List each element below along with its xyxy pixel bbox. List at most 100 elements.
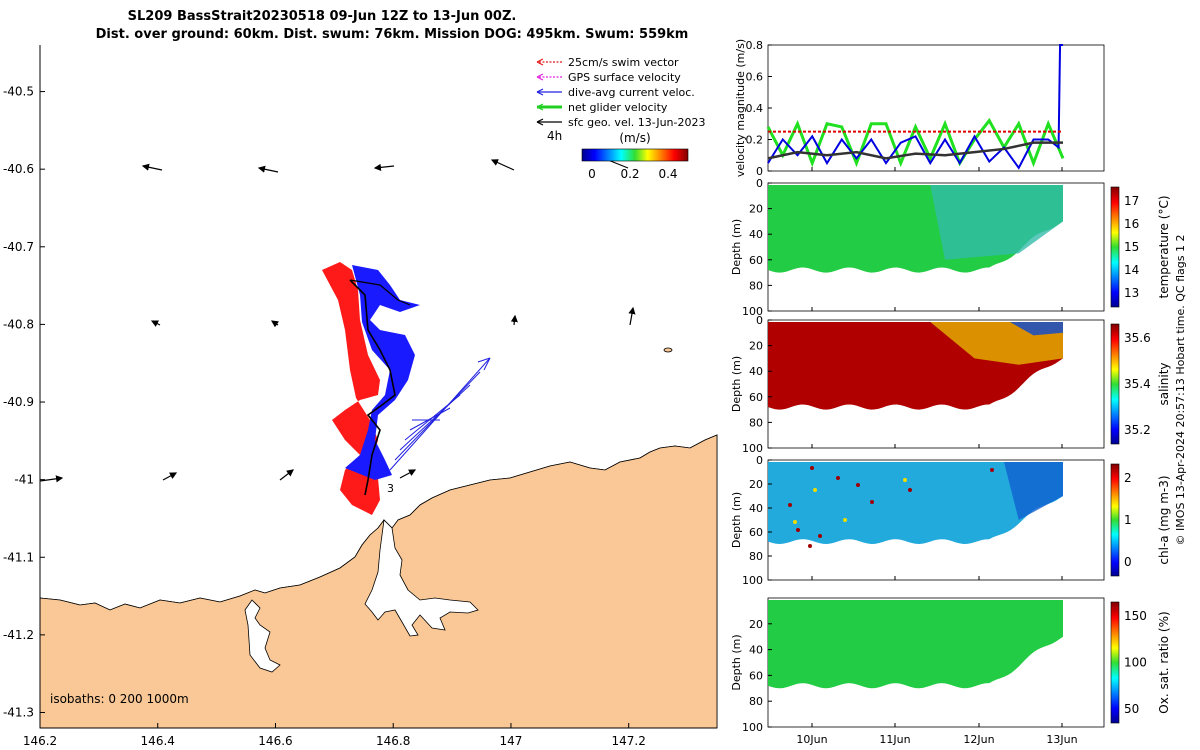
- section-y-tick-label: 80: [749, 550, 763, 563]
- chart-title: SL209 BassStrait20230518 09-Jun 12Z to 1…: [128, 9, 517, 24]
- colorbar-tick-label: 1: [1124, 513, 1132, 527]
- map-y-tick-label: -40.8: [3, 317, 34, 331]
- section-y-tick-label: 60: [749, 669, 763, 682]
- section-colorbar-label: Ox. sat. ratio (%): [1157, 611, 1171, 713]
- section-ylabel: Depth (m): [730, 634, 743, 690]
- colorbar-tick-label: 16: [1124, 217, 1139, 231]
- chl-high-point: [856, 483, 860, 487]
- section-colorbar: [1110, 323, 1120, 445]
- colorbar-tick-label: 15: [1124, 240, 1139, 254]
- legend-arrowhead: [536, 73, 544, 81]
- chl-high-point: [788, 503, 792, 507]
- section-colorbar: [1110, 186, 1120, 308]
- section-colorbar: [1110, 601, 1120, 724]
- map-y-tick-label: -40.9: [3, 395, 34, 409]
- map-panel: 3 146.2 146.4 146.6 146.8 147 147.2 -40.5-40.…: [3, 45, 718, 748]
- estuary-west: [244, 599, 281, 673]
- section-y-tick-label: 60: [749, 254, 763, 267]
- chl-high-point: [810, 466, 814, 470]
- small-island: [663, 347, 673, 353]
- isobaths-label: isobaths: 0 200 1000m: [50, 692, 189, 706]
- chl-high-point: [870, 500, 874, 504]
- map-x-ticks: 146.2 146.4 146.6 146.8 147 147.2: [23, 723, 646, 748]
- date-tick-label: 12Jun: [963, 733, 994, 746]
- map-x-tick-label: 146.2: [23, 734, 57, 748]
- chl-high-point: [796, 528, 800, 532]
- geo-velocity-arrows: [39, 159, 636, 483]
- section-y-tick-label: 0: [756, 177, 763, 190]
- section-colorbar-label: chl-a (mg m-3): [1157, 475, 1171, 564]
- date-tick-label: 11Jun: [879, 733, 910, 746]
- velocity-series-line: [767, 141, 1063, 160]
- legend-label: dive-avg current veloc.: [568, 86, 695, 99]
- colorbar-tick-label: 50: [1124, 702, 1139, 716]
- section-ylabel: Depth (m): [730, 356, 743, 412]
- map-x-tick-label: 146.8: [376, 734, 410, 748]
- chl-high-point: [793, 520, 797, 524]
- colorbar-tick-label: 2: [1124, 471, 1132, 485]
- legend-arrowhead: [536, 88, 544, 96]
- map-colorbar-ticks: 0 0.2 0.4: [588, 167, 677, 181]
- chl-high-point: [903, 478, 907, 482]
- map-y-tick-label: -41: [14, 473, 34, 487]
- section-colorbar-label: salinity: [1157, 362, 1171, 405]
- glider-track: [322, 262, 420, 515]
- colorbar-tick-label: 14: [1124, 263, 1139, 277]
- estuary: [364, 519, 479, 637]
- colorbar-tick-label: 13: [1124, 286, 1139, 300]
- velocity-y-tick-label: 0.8: [746, 39, 764, 52]
- colorbar-tick-label: 150: [1124, 609, 1147, 623]
- velocity-y-tick-label: 0: [756, 165, 763, 178]
- colorbar-tick-label: 35.2: [1124, 423, 1151, 437]
- legend-label: net glider velocity: [568, 101, 668, 114]
- chl-high-point: [908, 488, 912, 492]
- velocity-ylabel: velocity magnitude (m/s): [734, 39, 747, 177]
- legend-label: sfc geo. vel. 13-Jun-2023: [568, 116, 705, 129]
- map-y-ticks: -40.5 -40.6 -40.7 -40.8 -40.9 -41 -41.1 -41.2 -4…: [3, 85, 45, 719]
- colorbar-tick-label: 0.2: [620, 167, 639, 181]
- section-y-tick-label: 100: [742, 305, 763, 318]
- map-x-tick-label: 146.4: [141, 734, 175, 748]
- chl-high-point: [836, 476, 840, 480]
- current-arrows: [389, 357, 491, 471]
- copyright-note: © IMOS 13-Apr-2024 20:57:13 Hobart time.…: [1174, 235, 1187, 546]
- chl-high-point: [808, 544, 812, 548]
- map-y-tick-label: -41.3: [3, 705, 34, 719]
- velocity-axes: [767, 44, 1105, 172]
- colorbar-tick-label: 100: [1124, 656, 1147, 670]
- chart-subtitle: Dist. over ground: 60km. Dist. swum: 76k…: [96, 27, 689, 42]
- map-x-tick-label: 146.6: [258, 734, 292, 748]
- chl-high-point: [813, 488, 817, 492]
- section-y-tick-label: 20: [749, 478, 763, 491]
- map-x-tick-label: 147: [500, 734, 523, 748]
- section-y-tick-label: 60: [749, 526, 763, 539]
- map-y-tick-label: -40.5: [3, 85, 34, 99]
- map-y-tick-label: -40.6: [3, 162, 34, 176]
- section-y-tick-label: 60: [749, 391, 763, 404]
- section-colorbar-label: temperature (°C): [1157, 196, 1171, 299]
- section-y-tick-label: 80: [749, 695, 763, 708]
- chl-high-point: [818, 534, 822, 538]
- colorbar-tick-label: 0: [588, 167, 596, 181]
- section-y-tick-label: 100: [742, 442, 763, 455]
- section-y-tick-label: 40: [749, 644, 763, 657]
- map-y-tick-label: -41.1: [3, 550, 34, 564]
- date-tick-label: 13Jun: [1046, 733, 1077, 746]
- velocity-y-tick-label: 0.6: [746, 71, 764, 84]
- chl-high-point: [990, 468, 994, 472]
- map-x-tick-label: 147.2: [612, 734, 646, 748]
- map-y-tick-label: -41.2: [3, 628, 34, 642]
- section-y-tick-label: 40: [749, 502, 763, 515]
- section-cool-region: [930, 185, 1063, 260]
- section-y-tick-label: 20: [749, 618, 763, 631]
- section-ylabel: Depth (m): [730, 492, 743, 548]
- section-low-chl-region: [1004, 462, 1063, 520]
- map-legend: 25cm/s swim vector GPS surface velocity di…: [536, 56, 705, 129]
- legend-label: GPS surface velocity: [568, 71, 681, 84]
- section-data-fill: [768, 462, 1063, 544]
- section-y-tick-label: 0: [756, 454, 763, 467]
- section-ylabel: Depth (m): [730, 219, 743, 275]
- section-y-tick-label: 20: [749, 203, 763, 216]
